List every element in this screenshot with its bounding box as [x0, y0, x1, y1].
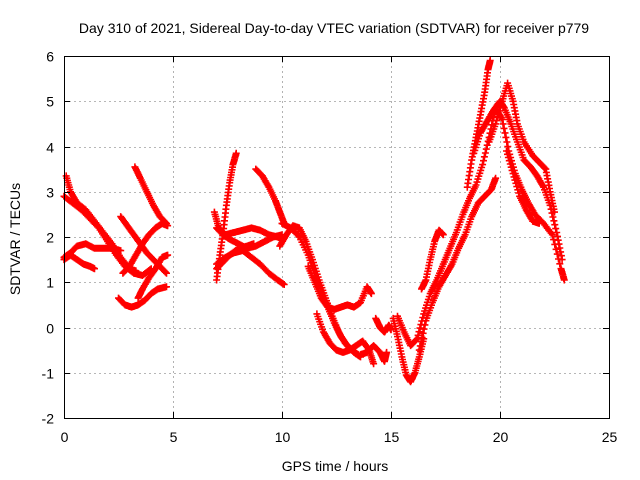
x-tick-label: 0: [61, 429, 69, 445]
series-arc-d8: [503, 147, 543, 227]
grid: [64, 56, 609, 418]
series-markers: [485, 79, 558, 216]
y-tick-labels: -2 -1 0 1 2 3 4 5 6: [42, 49, 55, 427]
series-arc-d4: [418, 226, 447, 293]
series-arc-a9: [134, 251, 172, 302]
series-markers: [470, 97, 566, 264]
series-arc-a2: [62, 172, 140, 275]
series-arc-d3: [415, 174, 500, 354]
series-markers: [134, 251, 172, 302]
series-markers: [418, 226, 447, 293]
series-markers: [252, 165, 288, 227]
y-tick-label: -1: [42, 366, 55, 382]
chart-title: Day 310 of 2021, Sidereal Day-to-day VTE…: [79, 20, 589, 36]
series-markers: [115, 283, 170, 311]
series-arc-b6: [252, 165, 288, 227]
series-markers: [213, 247, 288, 288]
y-tick-label: 5: [46, 94, 54, 110]
series-arc-c6: [372, 314, 395, 336]
x-tick-labels: 0 5 10 15 20 25: [61, 429, 618, 445]
y-tick-label: 6: [46, 49, 54, 65]
series-markers: [357, 342, 391, 365]
axis-ticks: [64, 56, 610, 419]
x-tick-label: 10: [275, 429, 291, 445]
series-markers: [131, 163, 170, 227]
series-markers: [415, 174, 500, 354]
series-arc-d1: [389, 314, 428, 386]
y-tick-label: 2: [46, 230, 54, 246]
series-arc-c4: [304, 262, 375, 313]
series-arc-a5: [131, 163, 170, 227]
series-markers: [213, 240, 258, 273]
series-markers: [304, 262, 375, 313]
y-axis-label: SDTVAR / TECUs: [7, 183, 23, 295]
series-arc-d7: [485, 79, 558, 216]
x-tick-label: 25: [602, 429, 618, 445]
series-arc-d6: [470, 97, 566, 264]
y-tick-label: 4: [46, 140, 54, 156]
series-arc-a4: [60, 251, 98, 273]
series-line: [418, 177, 497, 352]
series-markers: [503, 147, 543, 227]
series-arc-a7: [119, 219, 172, 277]
series-markers: [389, 314, 428, 386]
series-markers: [60, 251, 98, 273]
series-arc-a8: [115, 283, 170, 311]
series-arc-c5: [357, 342, 391, 365]
series-markers: [372, 314, 395, 336]
data-series: [60, 57, 568, 386]
x-tick-label: 20: [493, 429, 509, 445]
series-arc-b5: [213, 240, 258, 273]
y-tick-label: 1: [46, 275, 54, 291]
y-tick-label: -2: [42, 411, 55, 427]
x-axis-label: GPS time / hours: [282, 458, 389, 474]
series-arc-b4: [213, 247, 288, 288]
series-markers: [119, 219, 172, 277]
x-tick-label: 15: [384, 429, 400, 445]
y-tick-label: 0: [46, 321, 54, 337]
y-tick-label: 3: [46, 185, 54, 201]
x-tick-label: 5: [170, 429, 178, 445]
